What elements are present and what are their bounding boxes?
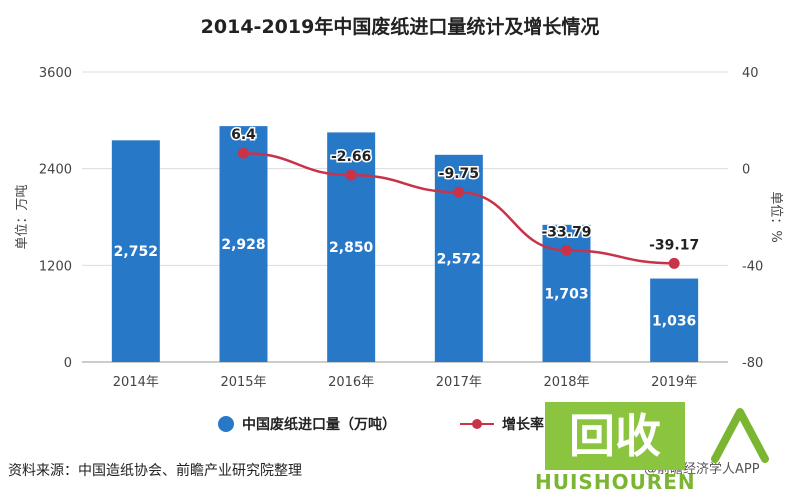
growth-point xyxy=(668,257,680,269)
growth-label: -33.79 xyxy=(541,224,591,240)
y-axis-label: 单位：万吨 xyxy=(15,184,30,249)
legend-bar-marker xyxy=(218,416,234,432)
x-tick-label: 2017年 xyxy=(436,375,482,390)
bar xyxy=(111,140,160,362)
x-tick-label: 2018年 xyxy=(543,375,589,390)
growth-point xyxy=(238,147,249,159)
bar xyxy=(650,278,699,362)
growth-label: 6.4 xyxy=(231,127,256,143)
x-tick-label: 2014年 xyxy=(113,375,159,390)
chart: 0 1200 2400 3600 -80 -40 0 40 单位：万吨 单位：% 2014年 2015… xyxy=(15,66,783,390)
y2-tick-label: -40 xyxy=(742,259,763,274)
y2-axis-label: 单位：% xyxy=(768,191,783,242)
y-tick-label: 1200 xyxy=(39,259,72,274)
y2-tick-label: -80 xyxy=(742,356,763,371)
recycle-person-icon xyxy=(711,408,769,463)
bar-value-label: 1,703 xyxy=(544,286,588,302)
y2-tick-label: 40 xyxy=(742,66,759,81)
y-tick-label: 0 xyxy=(64,356,72,371)
x-tick-label: 2016年 xyxy=(328,375,374,390)
growth-point xyxy=(561,244,572,256)
bar xyxy=(219,126,268,362)
bar-value-label: 1,036 xyxy=(652,313,696,329)
logo-sub: HUISHOUREN xyxy=(535,470,696,494)
bar-value-label: 2,752 xyxy=(114,244,158,260)
growth-label: -9.75 xyxy=(439,166,479,182)
growth-label: -39.17 xyxy=(649,237,699,253)
legend-line-marker xyxy=(460,416,494,432)
bar-value-label: 2,572 xyxy=(437,251,481,267)
source-note: 资料来源：中国造纸协会、前瞻产业研究院整理 xyxy=(8,463,302,479)
legend-item-line: 增长率 xyxy=(460,414,544,434)
growth-point xyxy=(453,186,465,198)
legend-bar-label: 中国废纸进口量（万吨） xyxy=(242,417,396,433)
x-tick-label: 2015年 xyxy=(220,375,266,390)
bar-value-label: 2,928 xyxy=(221,237,265,253)
y-tick-label: 3600 xyxy=(39,66,72,81)
chart-title: 2014-2019年中国废纸进口量统计及增长情况 xyxy=(200,16,600,38)
logo-main: 回收 xyxy=(545,402,685,470)
bar-value-label: 2,850 xyxy=(329,240,374,256)
huishouren-logo: 回收 HUISHOUREN xyxy=(535,398,797,498)
legend-item-bar: 中国废纸进口量（万吨） xyxy=(218,414,396,434)
growth-label: -2.66 xyxy=(331,149,371,165)
legend-line-label: 增长率 xyxy=(502,417,544,433)
growth-point xyxy=(345,169,357,181)
y2-tick-label: 0 xyxy=(742,163,750,178)
y-tick-label: 2400 xyxy=(39,163,72,178)
x-tick-label: 2019年 xyxy=(651,375,697,390)
